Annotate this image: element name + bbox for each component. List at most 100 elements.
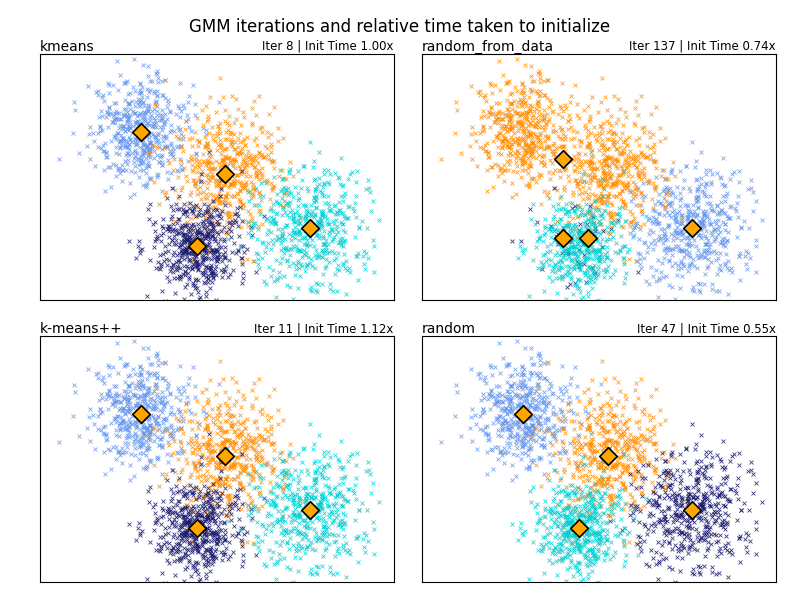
- Point: [188, 382, 201, 391]
- Point: [177, 230, 190, 239]
- Point: [189, 280, 202, 290]
- Point: [188, 251, 201, 261]
- Point: [139, 415, 152, 424]
- Point: [498, 176, 510, 185]
- Point: [647, 203, 660, 213]
- Point: [141, 425, 154, 434]
- Point: [656, 554, 669, 564]
- Point: [590, 529, 603, 539]
- Point: [315, 299, 328, 308]
- Point: [130, 398, 143, 408]
- Point: [556, 233, 569, 243]
- Point: [569, 362, 582, 372]
- Point: [176, 240, 189, 250]
- Point: [541, 93, 554, 103]
- Point: [592, 577, 605, 587]
- Point: [361, 505, 374, 515]
- Point: [164, 497, 177, 506]
- Point: [308, 545, 321, 555]
- Point: [586, 145, 599, 154]
- Point: [117, 391, 130, 401]
- Point: [157, 91, 170, 100]
- Point: [516, 424, 529, 434]
- Point: [292, 502, 305, 511]
- Point: [502, 420, 514, 430]
- Point: [271, 199, 284, 208]
- Point: [573, 225, 586, 235]
- Point: [584, 232, 597, 242]
- Point: [129, 400, 142, 409]
- Point: [602, 173, 615, 183]
- Point: [312, 500, 325, 509]
- Point: [524, 400, 537, 410]
- Point: [610, 474, 622, 484]
- Point: [579, 536, 592, 546]
- Point: [530, 305, 542, 315]
- Point: [183, 509, 196, 518]
- Point: [585, 220, 598, 229]
- Point: [571, 256, 584, 266]
- Point: [494, 447, 507, 457]
- Point: [558, 131, 571, 141]
- Point: [533, 454, 546, 464]
- Point: [542, 260, 555, 270]
- Point: [666, 517, 679, 527]
- Point: [121, 124, 134, 134]
- Point: [639, 211, 652, 221]
- Point: [292, 202, 305, 211]
- Point: [638, 170, 650, 179]
- Point: [517, 95, 530, 104]
- Point: [530, 395, 542, 405]
- Point: [573, 247, 586, 257]
- Point: [592, 181, 605, 191]
- Point: [573, 241, 586, 251]
- Point: [674, 259, 687, 268]
- Point: [178, 518, 190, 527]
- Point: [190, 230, 203, 239]
- Point: [151, 355, 164, 365]
- Point: [295, 247, 308, 256]
- Point: [225, 137, 238, 147]
- Point: [170, 199, 182, 209]
- Point: [511, 152, 524, 161]
- Point: [327, 234, 340, 244]
- Point: [663, 528, 676, 538]
- Point: [210, 389, 222, 399]
- Point: [586, 218, 598, 227]
- Point: [174, 223, 187, 232]
- Point: [227, 181, 240, 190]
- Point: [694, 233, 707, 242]
- Point: [670, 227, 682, 237]
- Point: [671, 229, 684, 238]
- Point: [265, 429, 278, 439]
- Point: [601, 474, 614, 484]
- Point: [120, 104, 133, 114]
- Point: [578, 221, 591, 231]
- Point: [533, 231, 546, 241]
- Point: [626, 469, 638, 478]
- Point: [530, 146, 542, 156]
- Point: [581, 132, 594, 142]
- Point: [506, 150, 518, 160]
- Point: [549, 250, 562, 260]
- Point: [135, 410, 148, 420]
- Point: [217, 452, 230, 462]
- Point: [210, 529, 223, 539]
- Point: [642, 175, 655, 185]
- Point: [692, 473, 705, 483]
- Point: [601, 200, 614, 210]
- Point: [666, 533, 678, 542]
- Point: [660, 530, 673, 540]
- Point: [278, 553, 290, 563]
- Point: [511, 535, 524, 545]
- Point: [568, 505, 581, 515]
- Point: [193, 490, 206, 499]
- Point: [647, 486, 660, 496]
- Point: [507, 167, 520, 176]
- Point: [516, 248, 529, 257]
- Point: [522, 425, 534, 435]
- Point: [181, 481, 194, 490]
- Point: [315, 245, 328, 254]
- Point: [600, 458, 613, 467]
- Point: [219, 261, 232, 271]
